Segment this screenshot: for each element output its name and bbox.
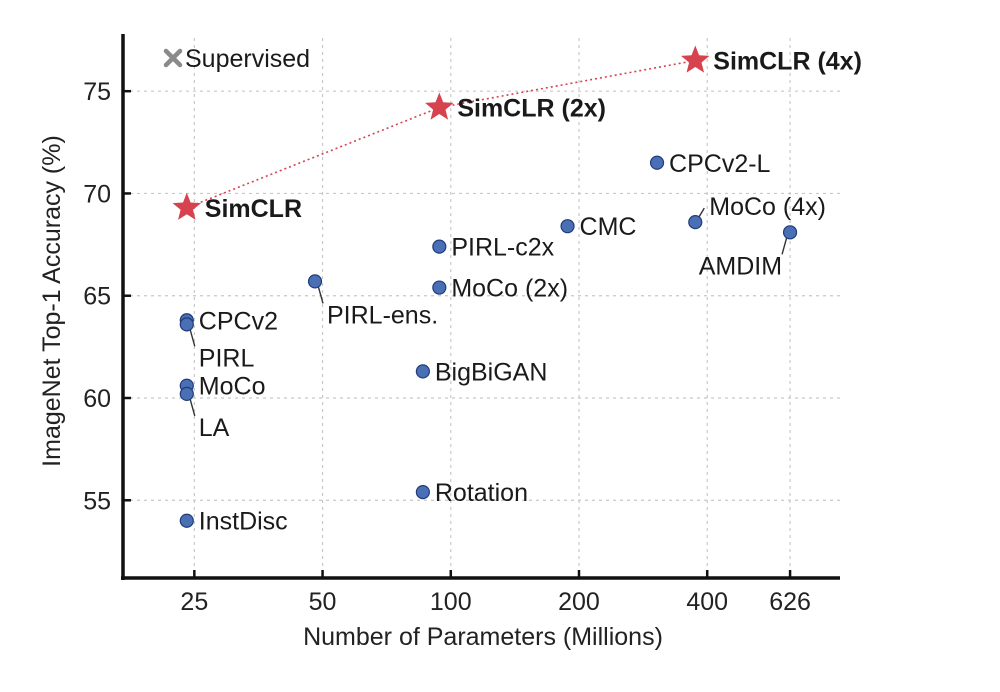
data-point-marker	[415, 364, 430, 379]
simclr-label: SimCLR (2x)	[457, 95, 606, 123]
data-point-label: CPCv2-L	[669, 150, 771, 178]
data-point-label: Rotation	[435, 479, 528, 507]
y-tick-label: 55	[83, 487, 111, 515]
label-leader-line	[317, 285, 324, 304]
simclr-star-marker	[425, 92, 454, 120]
data-point-marker	[179, 513, 194, 528]
data-point-marker	[432, 280, 447, 295]
grid-layer	[123, 38, 840, 578]
data-point-label: AMDIM	[699, 252, 782, 280]
simclr-line-layer	[186, 59, 696, 209]
simclr-star-marker	[172, 192, 202, 220]
x-tick-label: 400	[686, 588, 728, 616]
simclr-connector-line	[186, 59, 696, 209]
data-point-marker	[432, 239, 447, 254]
data-point-marker	[179, 317, 194, 332]
label-leader-line	[189, 328, 196, 347]
data-point-label: CPCv2	[199, 307, 278, 335]
x-tick-label: 50	[309, 588, 337, 616]
data-point-label: InstDisc	[199, 508, 288, 536]
simclr-star-marker	[681, 45, 710, 73]
x-axis-title: Number of Parameters (Millions)	[303, 623, 663, 651]
data-point-label: PIRL-c2x	[451, 234, 554, 262]
data-point-label: BigBiGAN	[435, 358, 548, 386]
simclr-label: SimCLR (4x)	[713, 48, 862, 76]
data-point-marker	[307, 274, 323, 289]
data-point-marker	[415, 484, 430, 500]
y-tick-label: 75	[83, 78, 111, 106]
data-point-label: LA	[199, 414, 230, 442]
data-point-marker	[782, 225, 798, 240]
simclr-label: SimCLR	[205, 195, 302, 223]
x-tick-label: 200	[558, 588, 600, 616]
label-leader-line	[189, 397, 196, 417]
data-point-label: PIRL	[199, 344, 255, 372]
x-tick-label: 25	[180, 588, 208, 616]
label-leader-line	[781, 236, 788, 255]
data-point-marker	[560, 219, 575, 234]
data-point-label: MoCo (4x)	[709, 193, 826, 221]
axis-layer: 25 50 100 200 400 626 55 60 65 70 75	[83, 34, 840, 616]
data-point-label: CMC	[580, 213, 637, 241]
data-point-marker	[688, 214, 703, 230]
supervised-x-marker	[163, 48, 183, 68]
y-tick-label: 70	[83, 180, 111, 208]
legend-layer: Supervised	[163, 45, 310, 73]
data-point-label: MoCo (2x)	[451, 275, 568, 303]
data-point-marker	[649, 155, 665, 170]
data-point-marker	[179, 386, 194, 402]
data-point-label: MoCo	[199, 373, 266, 401]
legend-supervised-label: Supervised	[185, 45, 310, 73]
y-tick-label: 65	[83, 283, 111, 311]
y-axis-title: ImageNet Top-1 Accuracy (%)	[38, 135, 66, 467]
x-tick-label: 626	[769, 588, 811, 616]
y-tick-label: 60	[83, 385, 111, 413]
legend-supervised: Supervised	[163, 45, 310, 73]
data-point-label: PIRL-ens.	[327, 301, 438, 329]
x-tick-label: 100	[430, 588, 472, 616]
